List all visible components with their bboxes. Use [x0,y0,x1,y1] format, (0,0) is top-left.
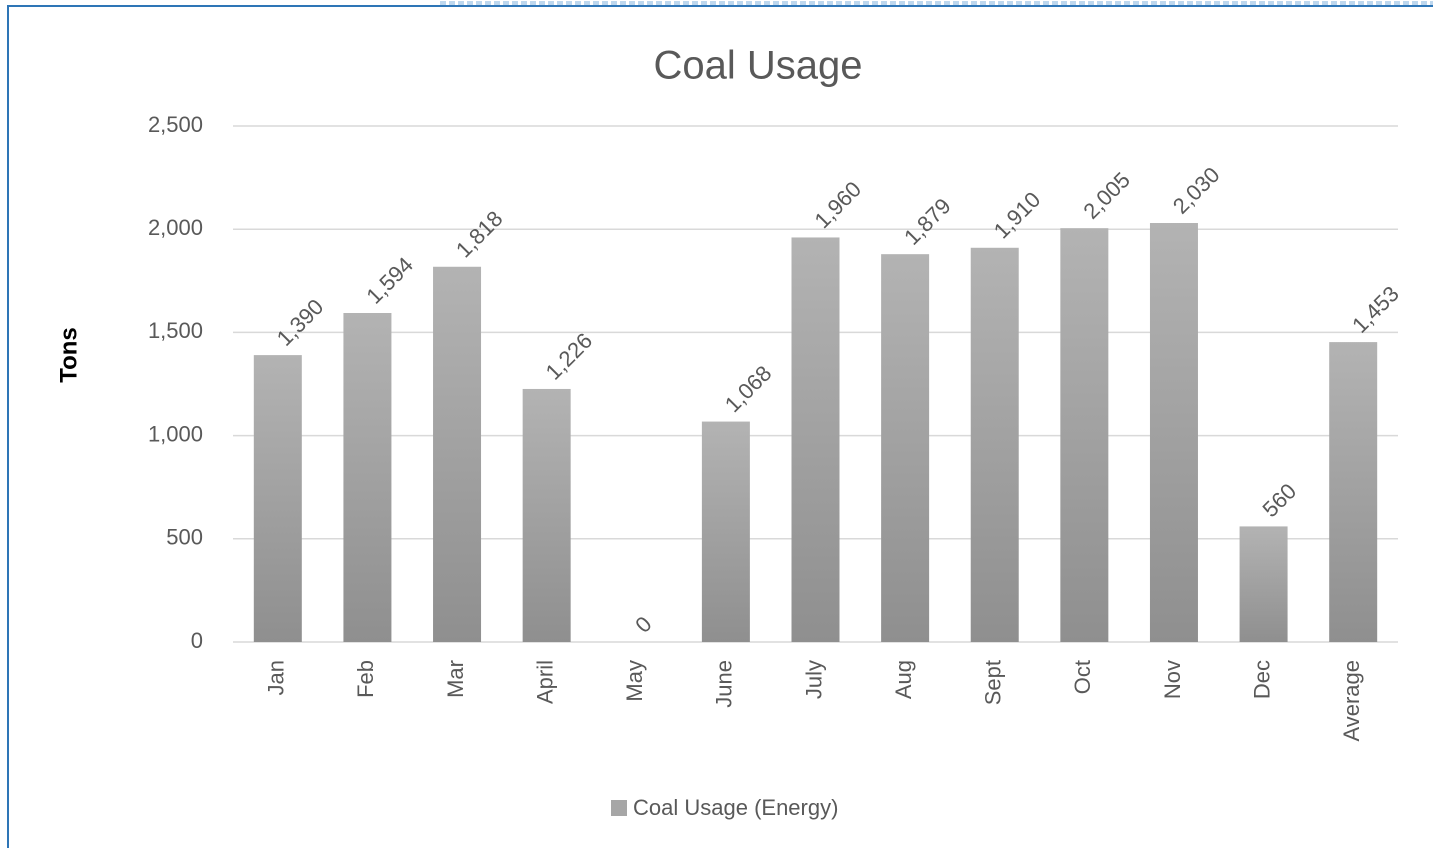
bar [881,254,930,643]
bar [253,355,302,642]
x-tick-label: Jan [264,660,289,695]
legend-label: Coal Usage (Energy) [633,795,838,820]
bar [1060,228,1109,642]
bar [970,247,1019,642]
x-tick-label: Average [1339,660,1364,742]
y-tick-label: 0 [191,628,203,653]
x-tick-label: Mar [443,660,468,698]
x-tick-label: Aug [891,660,916,699]
bar [343,312,392,642]
x-tick-label: May [622,660,647,702]
x-tick-label: June [712,660,737,708]
bar [791,237,840,642]
y-tick-label: 1,500 [148,318,203,343]
y-tick-label: 1,000 [148,421,203,446]
x-tick-label: Nov [1160,660,1185,699]
x-tick-label: April [532,660,557,704]
chart-title: Coal Usage [653,44,862,88]
x-tick-label: July [801,660,826,699]
bar [1149,223,1198,642]
y-axis-title: Tons [55,327,82,383]
x-tick-label: Oct [1070,660,1095,694]
bar [1329,342,1378,642]
bar [522,388,571,642]
x-tick-label: Dec [1249,660,1274,699]
bar [701,421,750,642]
y-tick-label: 2,500 [148,112,203,137]
y-tick-label: 500 [166,525,203,550]
legend-swatch [611,800,627,816]
x-tick-label: Feb [353,660,378,698]
x-tick-label: Sept [981,660,1006,705]
bar [1239,526,1288,642]
bar [433,266,482,642]
y-tick-label: 2,000 [148,215,203,240]
